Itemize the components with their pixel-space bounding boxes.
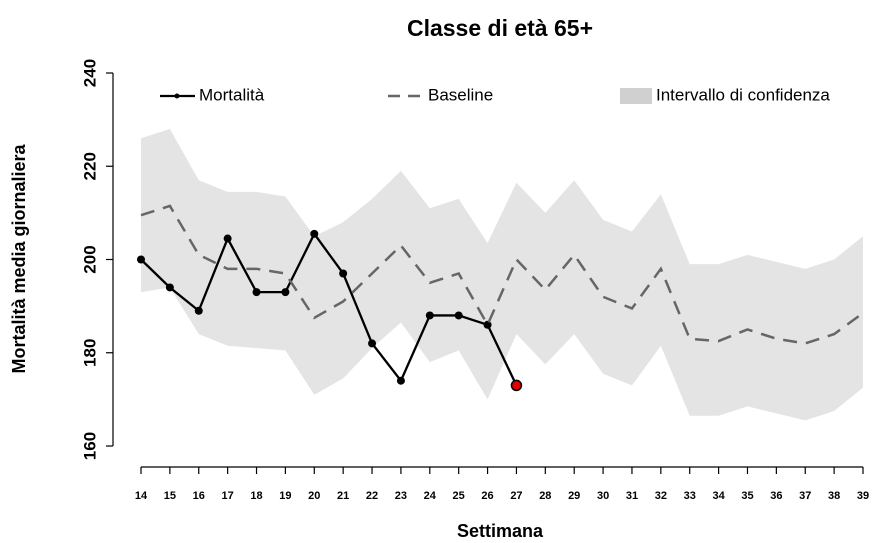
- y-tick-label: 240: [80, 59, 99, 87]
- legend-swatch-point: [174, 93, 180, 99]
- y-tick-label: 220: [80, 152, 99, 180]
- legend-label: Intervallo di confidenza: [656, 85, 830, 104]
- x-tick-label: 28: [539, 490, 551, 502]
- x-tick-label: 26: [481, 490, 493, 502]
- y-tick-label: 180: [80, 339, 99, 367]
- legend-swatch: [620, 88, 652, 104]
- x-tick-label: 39: [857, 490, 869, 502]
- x-tick-label: 19: [279, 490, 291, 502]
- series-point: [137, 255, 145, 264]
- series-point: [252, 288, 261, 297]
- x-tick-label: 14: [135, 490, 148, 502]
- x-tick-label: 18: [250, 490, 262, 502]
- series-point: [396, 376, 405, 385]
- x-tick-label: 27: [510, 490, 522, 502]
- series-line: [140, 204, 864, 345]
- series-point: [194, 306, 203, 315]
- x-tick-label: 38: [828, 490, 840, 502]
- x-tick-label: 25: [453, 490, 465, 502]
- legend-label: Mortalità: [199, 85, 265, 104]
- x-tick-label: 23: [395, 490, 407, 502]
- series-line: [140, 231, 518, 386]
- x-tick-label: 29: [568, 490, 580, 502]
- series-point: [281, 288, 290, 297]
- x-tick-label: 16: [193, 490, 205, 502]
- series-point: [223, 234, 232, 243]
- x-axis-title: Settimana: [457, 521, 544, 541]
- x-tick-label: 21: [337, 490, 349, 502]
- series-point: [510, 379, 523, 392]
- y-tick-label: 200: [80, 245, 99, 273]
- x-tick-label: 37: [799, 490, 811, 502]
- series-point: [425, 311, 434, 320]
- x-tick-label: 36: [770, 490, 782, 502]
- confidence-band: [141, 128, 863, 421]
- legend-label: Baseline: [428, 85, 493, 104]
- x-tick-label: 15: [164, 490, 176, 502]
- series-point: [368, 339, 377, 348]
- series-point: [483, 320, 492, 329]
- x-tick-label: 34: [712, 490, 725, 502]
- x-tick-label: 31: [626, 490, 638, 502]
- y-axis-title: Mortalità media giornaliera: [9, 143, 29, 373]
- x-tick-label: 17: [222, 490, 234, 502]
- series-point: [339, 269, 348, 278]
- y-tick-label: 160: [80, 432, 99, 460]
- x-tick-label: 20: [308, 490, 320, 502]
- x-tick-label: 22: [366, 490, 378, 502]
- chart-title: Classe di età 65+: [407, 15, 593, 41]
- x-tick-label: 35: [741, 490, 753, 502]
- series-point: [310, 229, 319, 238]
- series-point: [454, 311, 463, 320]
- x-tick-label: 30: [597, 490, 609, 502]
- x-tick-label: 33: [684, 490, 696, 502]
- x-tick-label: 24: [424, 490, 437, 502]
- x-tick-label: 32: [655, 490, 667, 502]
- series-point: [165, 283, 174, 292]
